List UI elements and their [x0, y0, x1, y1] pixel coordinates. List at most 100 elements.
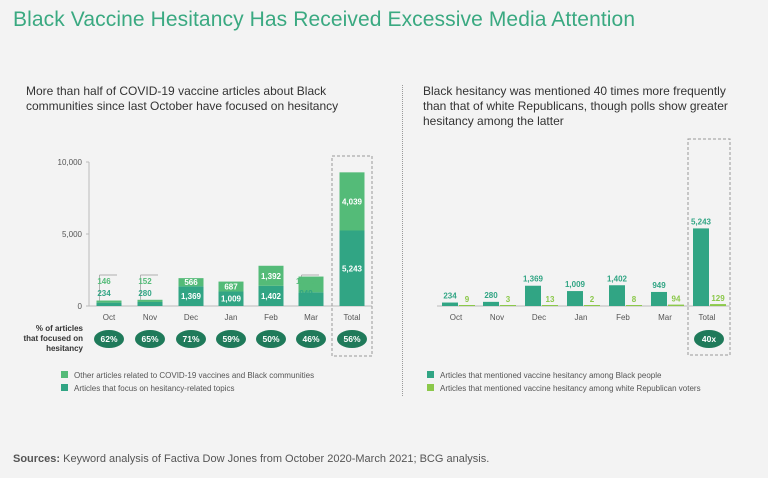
left-bar-hesitancy [339, 230, 365, 306]
pct-pill [176, 330, 206, 348]
right-x-tick-label: Nov [490, 313, 504, 322]
left-label-hesitancy: 1,009 [221, 295, 242, 304]
left-bar-hesitancy [96, 302, 122, 306]
right-legend-label-republican: Articles that mentioned vaccine hesitanc… [440, 384, 701, 393]
left-bar-other [96, 300, 122, 303]
left-label-hesitancy: 949 [299, 289, 313, 298]
right-label-black: 280 [484, 291, 498, 300]
right-bar-republican [459, 305, 475, 306]
left-legend-swatch-other [61, 371, 68, 378]
right-bar-black [567, 291, 583, 306]
right-legend-label-black: Articles that mentioned vaccine hesitanc… [440, 371, 662, 380]
right-bar-black [651, 291, 667, 306]
left-x-tick-label: Oct [103, 313, 116, 322]
right-x-tick-label: Total [699, 313, 716, 322]
left-x-tick-label: Mar [304, 313, 318, 322]
panel-divider [402, 85, 403, 396]
left-total-highlight-box [331, 155, 373, 357]
left-legend-swatch-hesitancy [61, 384, 68, 391]
left-legend-label-other: Other articles related to COVID-19 vacci… [74, 371, 314, 380]
pct-pill-label: 56% [343, 334, 360, 344]
pct-pill-label: 71% [182, 334, 199, 344]
left-label-other: 152 [138, 277, 152, 286]
right-label-republican: 3 [506, 295, 511, 304]
pct-pill-label: 46% [302, 334, 319, 344]
left-bar-other [178, 278, 204, 287]
pct-pill [256, 330, 286, 348]
left-bar-other [258, 265, 284, 286]
right-label-republican: 2 [590, 295, 595, 304]
left-bar-other [218, 281, 244, 292]
left-label-other: 566 [184, 278, 198, 287]
left-label-hesitancy: 234 [97, 289, 111, 298]
pct-pill-label: 65% [141, 334, 158, 344]
right-label-black: 5,243 [691, 217, 712, 226]
ratio-pill [694, 330, 724, 348]
left-label-hesitancy: 1,369 [181, 292, 202, 301]
right-bar-republican [542, 305, 558, 306]
left-x-tick-label: Jan [225, 313, 238, 322]
sources-text: Keyword analysis of Factiva Dow Jones fr… [63, 453, 490, 465]
left-label-other: 146 [97, 277, 111, 286]
left-y-tick-label: 5,000 [62, 230, 83, 239]
right-bar-black [442, 302, 458, 306]
left-x-tick-label: Total [344, 313, 361, 322]
pct-row-label: hesitancy [46, 344, 83, 353]
right-bar-republican [500, 305, 516, 306]
sources-label: Sources: [13, 453, 61, 465]
left-label-other: 1,096 [296, 277, 317, 286]
right-legend-swatch-black [427, 371, 434, 378]
right-label-republican: 9 [465, 295, 470, 304]
left-bar-hesitancy [258, 285, 284, 306]
left-bar-other [137, 299, 163, 302]
right-x-tick-label: Mar [658, 313, 672, 322]
left-x-tick-label: Nov [143, 313, 157, 322]
right-label-black: 1,369 [523, 275, 544, 284]
left-label-other: 4,039 [342, 197, 363, 206]
right-bar-republican [626, 305, 642, 306]
left-bar-other [298, 276, 324, 293]
right-bar-black [609, 285, 625, 306]
right-total-highlight-box [687, 138, 731, 356]
pct-pill [296, 330, 326, 348]
right-bar-republican [668, 304, 684, 306]
pct-row-label: that focused on [23, 334, 83, 343]
pct-pill [216, 330, 246, 348]
pct-pill-label: 59% [222, 334, 239, 344]
left-x-tick-label: Feb [264, 313, 278, 322]
right-x-tick-label: Jan [575, 313, 588, 322]
left-y-tick-label: 10,000 [58, 158, 83, 167]
right-legend-swatch-republican [427, 384, 434, 391]
right-label-black: 1,402 [607, 274, 628, 283]
right-bar-republican [584, 305, 600, 306]
right-label-republican: 8 [632, 295, 637, 304]
left-label-hesitancy: 280 [138, 289, 152, 298]
right-x-tick-label: Feb [616, 313, 630, 322]
right-bar-black [483, 301, 499, 306]
left-bar-hesitancy [178, 286, 204, 306]
right-bar-black [693, 228, 709, 306]
left-bar-hesitancy [298, 292, 324, 306]
left-legend-label-hesitancy: Articles that focus on hesitancy-related… [74, 384, 235, 393]
left-y-tick-label: 0 [78, 302, 83, 311]
pct-pill-label: 50% [262, 334, 279, 344]
right-label-republican: 13 [546, 295, 555, 304]
left-label-hesitancy: 1,402 [261, 292, 282, 301]
pct-pill [94, 330, 124, 348]
right-x-tick-label: Oct [450, 313, 463, 322]
right-bar-republican [710, 304, 726, 306]
left-label-hesitancy: 5,243 [342, 264, 363, 273]
right-x-tick-label: Dec [532, 313, 546, 322]
pct-pill-label: 62% [100, 334, 117, 344]
ratio-pill-label: 40x [702, 334, 716, 344]
left-bar-other [339, 172, 365, 231]
pct-pill [135, 330, 165, 348]
right-label-republican: 94 [672, 295, 681, 304]
right-label-black: 234 [443, 292, 457, 301]
right-label-black: 949 [652, 281, 666, 290]
left-bar-hesitancy [137, 301, 163, 306]
right-label-republican: 129 [711, 294, 725, 303]
left-bar-hesitancy [218, 291, 244, 306]
pct-pill [337, 330, 367, 348]
